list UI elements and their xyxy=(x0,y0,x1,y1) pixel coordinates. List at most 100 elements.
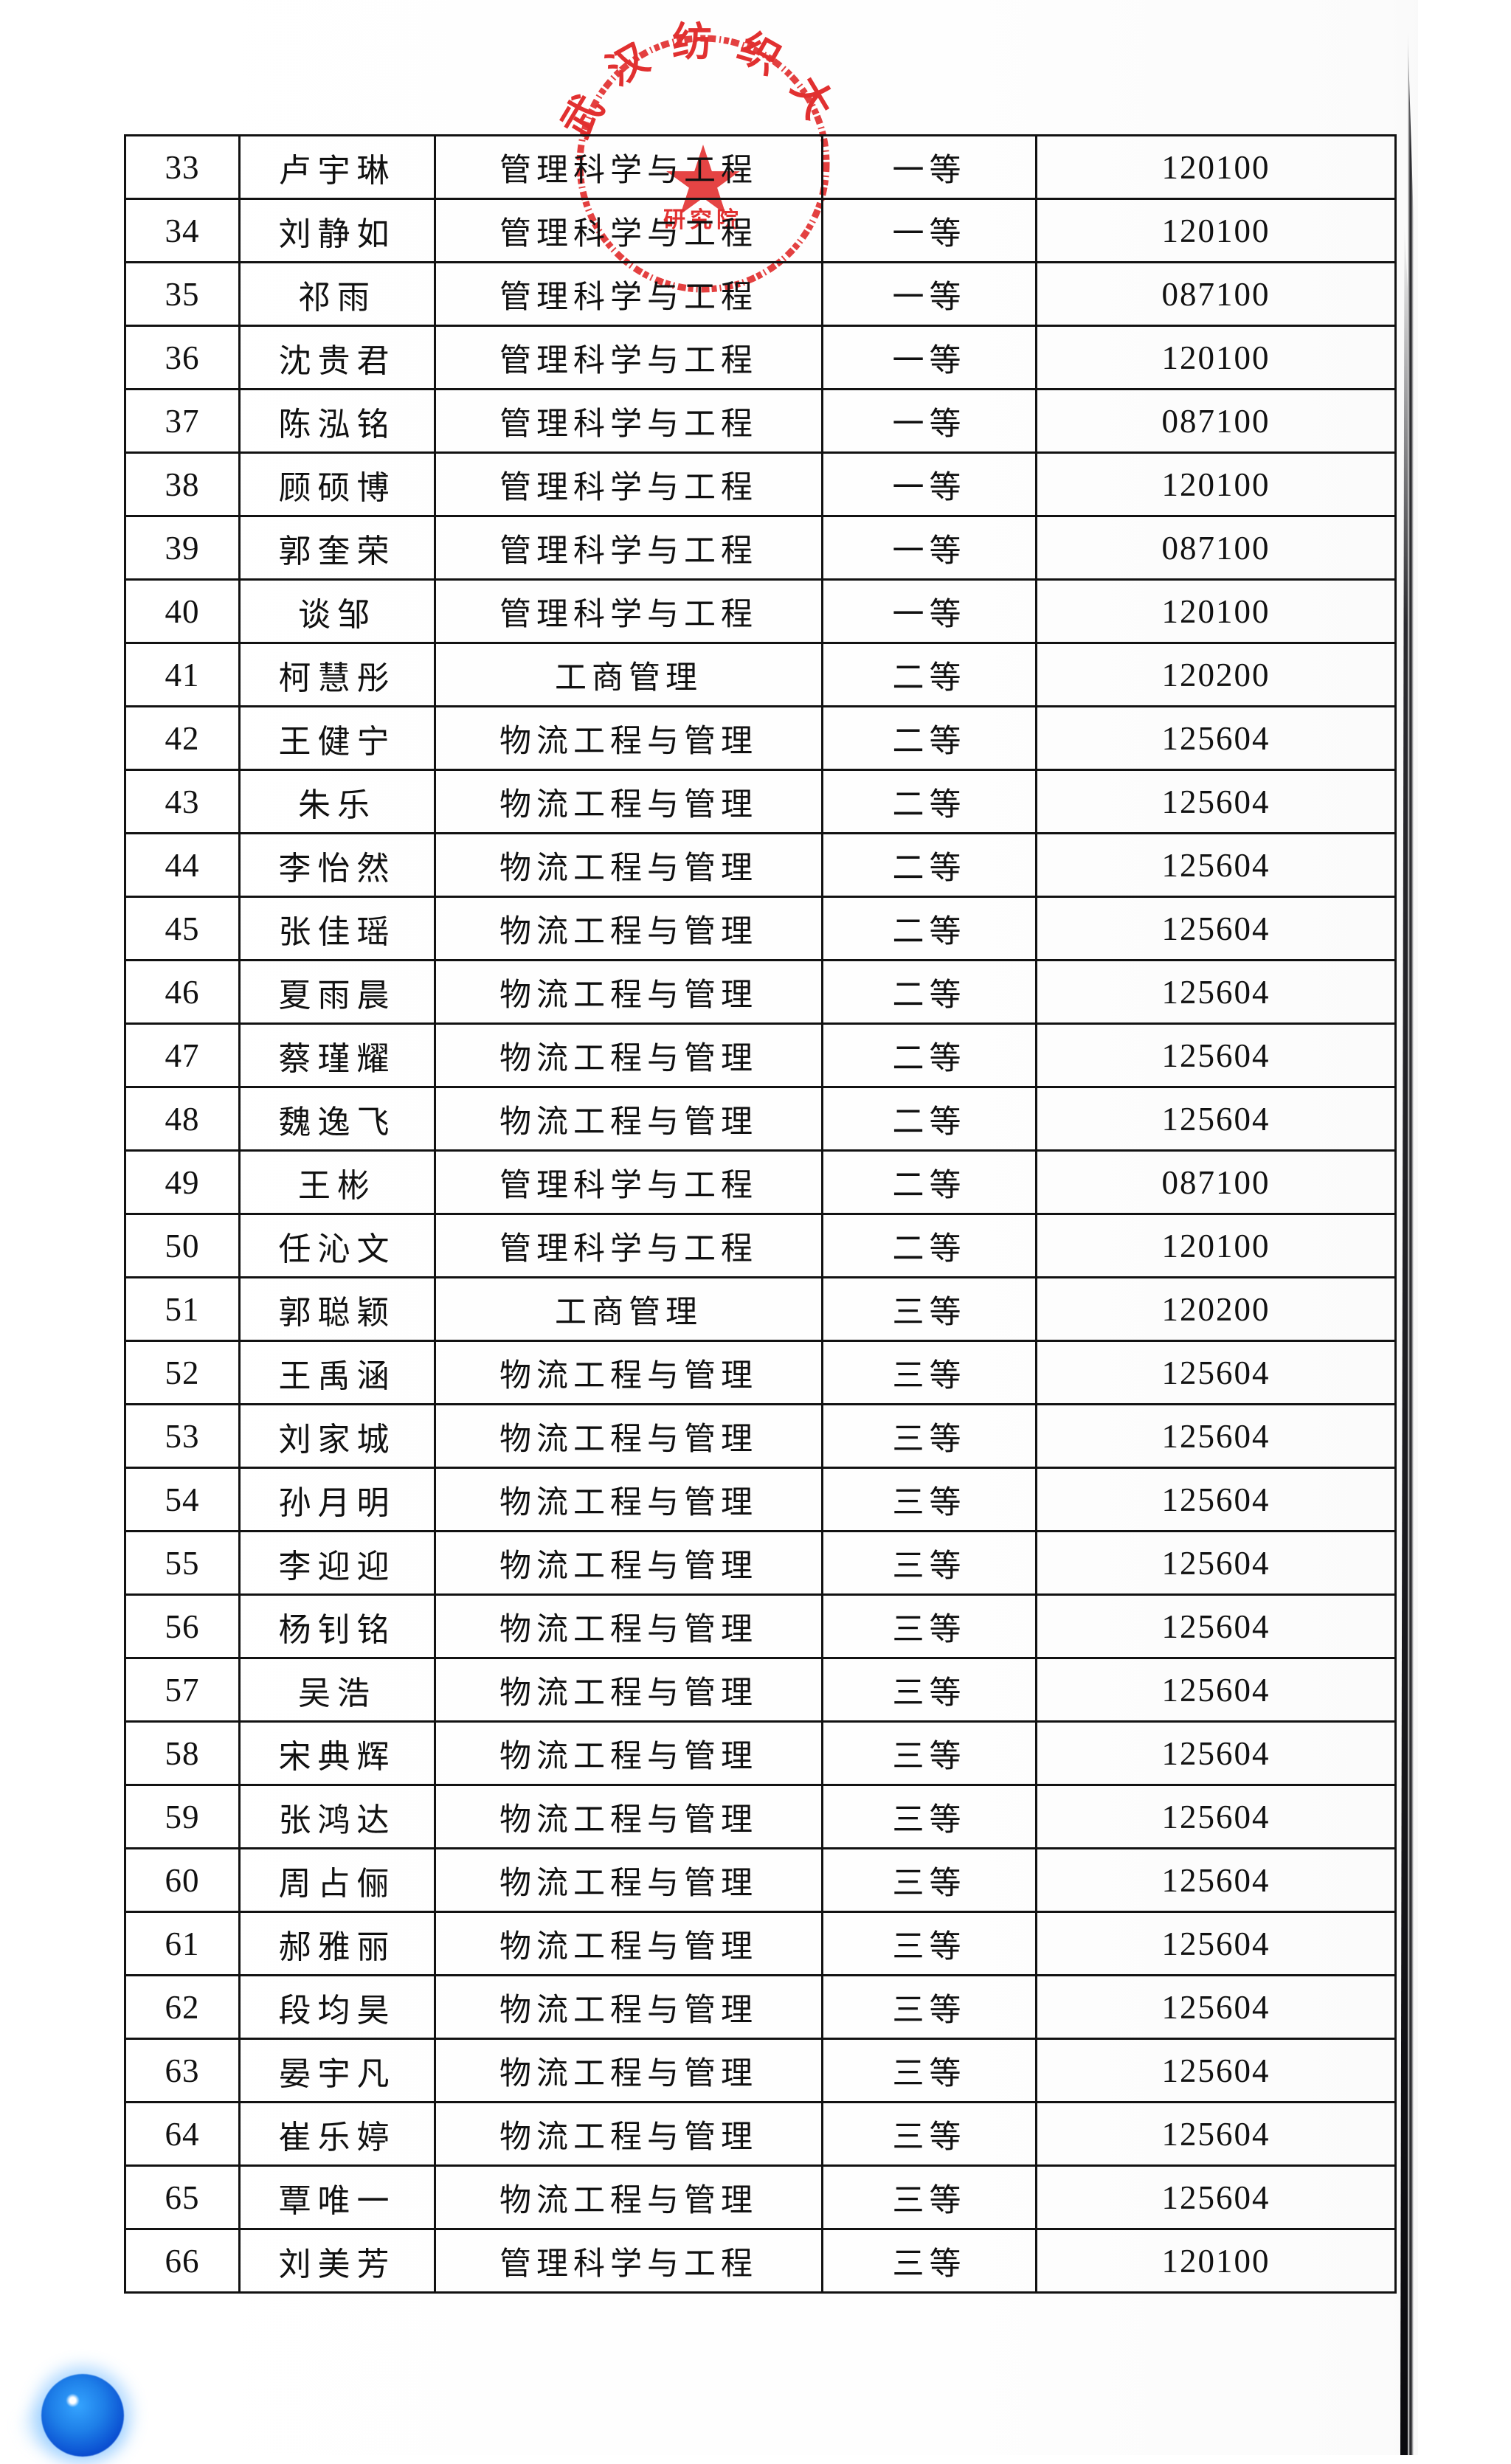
cell-name: 王彬 xyxy=(238,1149,436,1215)
cell-grade: 三等 xyxy=(821,1403,1037,1469)
cell-code: 125604 xyxy=(1035,832,1397,898)
cell-code: 125604 xyxy=(1035,2164,1397,2230)
cell-seq: 58 xyxy=(124,1720,241,1786)
cell-name: 李怡然 xyxy=(238,832,436,898)
cell-grade: 三等 xyxy=(821,2228,1037,2294)
cell-seq: 54 xyxy=(124,1467,241,1532)
roster-table: 33 卢宇琳 管理科学与工程 一等 120100 34 刘静如 管理科学与工程 一等 120100… xyxy=(124,134,1397,2294)
cell-major: 管理科学与工程 xyxy=(434,451,823,517)
cell-seq: 45 xyxy=(124,896,241,961)
cell-name: 孙月明 xyxy=(238,1467,436,1532)
cell-code: 125604 xyxy=(1035,2038,1397,2103)
cell-seq: 36 xyxy=(124,325,241,390)
cell-major: 物流工程与管理 xyxy=(434,1593,823,1659)
cell-major: 工商管理 xyxy=(434,1276,823,1342)
cell-seq: 37 xyxy=(124,388,241,454)
cell-major: 管理科学与工程 xyxy=(434,2228,823,2294)
cell-grade: 三等 xyxy=(821,2164,1037,2230)
cell-major: 物流工程与管理 xyxy=(434,2101,823,2167)
cell-seq: 44 xyxy=(124,832,241,898)
cell-seq: 63 xyxy=(124,2038,241,2103)
table-row: 46 夏雨晨 物流工程与管理 二等 125604 xyxy=(124,959,1397,1025)
table-row: 62 段均昊 物流工程与管理 三等 125604 xyxy=(124,1974,1397,2040)
table-row: 42 王健宁 物流工程与管理 二等 125604 xyxy=(124,705,1397,771)
cell-seq: 51 xyxy=(124,1276,241,1342)
table-row: 55 李迎迎 物流工程与管理 三等 125604 xyxy=(124,1530,1397,1596)
cell-name: 宋典辉 xyxy=(238,1720,436,1786)
table-row: 56 杨钊铭 物流工程与管理 三等 125604 xyxy=(124,1593,1397,1659)
roster-table-container: 33 卢宇琳 管理科学与工程 一等 120100 34 刘静如 管理科学与工程 一等 120100… xyxy=(124,134,1397,2294)
cell-major: 物流工程与管理 xyxy=(434,832,823,898)
cell-major: 物流工程与管理 xyxy=(434,1086,823,1152)
cell-code: 125604 xyxy=(1035,1657,1397,1723)
cell-major: 物流工程与管理 xyxy=(434,1403,823,1469)
cell-name: 周占俪 xyxy=(238,1847,436,1913)
cell-seq: 55 xyxy=(124,1530,241,1596)
cell-code: 125604 xyxy=(1035,1911,1397,1976)
cell-grade: 二等 xyxy=(821,1022,1037,1088)
cell-code: 087100 xyxy=(1035,1149,1397,1215)
cell-code: 120100 xyxy=(1035,2228,1397,2294)
cell-major: 物流工程与管理 xyxy=(434,959,823,1025)
cell-name: 蔡瑾耀 xyxy=(238,1022,436,1088)
table-row: 64 崔乐婷 物流工程与管理 三等 125604 xyxy=(124,2101,1397,2167)
table-row: 50 任沁文 管理科学与工程 二等 120100 xyxy=(124,1213,1397,1278)
cell-grade: 三等 xyxy=(821,2038,1037,2103)
cell-code: 120100 xyxy=(1035,1213,1397,1278)
cell-grade: 三等 xyxy=(821,1530,1037,1596)
cell-seq: 57 xyxy=(124,1657,241,1723)
cell-seq: 49 xyxy=(124,1149,241,1215)
cell-name: 魏逸飞 xyxy=(238,1086,436,1152)
table-row: 59 张鸿达 物流工程与管理 三等 125604 xyxy=(124,1784,1397,1849)
cell-name: 任沁文 xyxy=(238,1213,436,1278)
cell-code: 087100 xyxy=(1035,261,1397,327)
cell-code: 120200 xyxy=(1035,642,1397,707)
cell-name: 卢宇琳 xyxy=(238,134,436,200)
cell-major: 管理科学与工程 xyxy=(434,515,823,581)
seal-arc-text: 武汉纺织大 xyxy=(553,20,830,145)
cell-grade: 一等 xyxy=(821,198,1037,263)
cell-major: 物流工程与管理 xyxy=(434,1911,823,1976)
cell-major: 物流工程与管理 xyxy=(434,2038,823,2103)
table-row: 40 谈邹 管理科学与工程 一等 120100 xyxy=(124,578,1397,644)
cell-name: 覃唯一 xyxy=(238,2164,436,2230)
cell-code: 125604 xyxy=(1035,1022,1397,1088)
cell-code: 125604 xyxy=(1035,959,1397,1025)
cell-major: 物流工程与管理 xyxy=(434,1847,823,1913)
cell-grade: 一等 xyxy=(821,325,1037,390)
table-row: 36 沈贵君 管理科学与工程 一等 120100 xyxy=(124,325,1397,390)
cell-name: 顾硕博 xyxy=(238,451,436,517)
cell-grade: 二等 xyxy=(821,705,1037,771)
cell-major: 管理科学与工程 xyxy=(434,325,823,390)
cell-name: 谈邹 xyxy=(238,578,436,644)
table-row: 48 魏逸飞 物流工程与管理 二等 125604 xyxy=(124,1086,1397,1152)
cell-seq: 50 xyxy=(124,1213,241,1278)
table-row: 33 卢宇琳 管理科学与工程 一等 120100 xyxy=(124,134,1397,200)
cell-seq: 48 xyxy=(124,1086,241,1152)
cell-code: 120100 xyxy=(1035,198,1397,263)
table-row: 49 王彬 管理科学与工程 二等 087100 xyxy=(124,1149,1397,1215)
cell-grade: 三等 xyxy=(821,2101,1037,2167)
cell-grade: 三等 xyxy=(821,1657,1037,1723)
cell-name: 张佳瑶 xyxy=(238,896,436,961)
cell-name: 王禹涵 xyxy=(238,1340,436,1405)
cell-major: 管理科学与工程 xyxy=(434,198,823,263)
cell-major: 管理科学与工程 xyxy=(434,261,823,327)
cell-code: 125604 xyxy=(1035,896,1397,961)
cell-seq: 40 xyxy=(124,578,241,644)
cell-seq: 60 xyxy=(124,1847,241,1913)
cell-name: 刘静如 xyxy=(238,198,436,263)
cell-major: 物流工程与管理 xyxy=(434,1720,823,1786)
blue-bead xyxy=(41,2374,124,2457)
table-row: 51 郭聪颖 工商管理 三等 120200 xyxy=(124,1276,1397,1342)
cell-seq: 64 xyxy=(124,2101,241,2167)
cell-code: 125604 xyxy=(1035,2101,1397,2167)
table-row: 41 柯慧彤 工商管理 二等 120200 xyxy=(124,642,1397,707)
cell-code: 120200 xyxy=(1035,1276,1397,1342)
cell-major: 物流工程与管理 xyxy=(434,896,823,961)
cell-grade: 二等 xyxy=(821,769,1037,834)
cell-seq: 47 xyxy=(124,1022,241,1088)
cell-major: 物流工程与管理 xyxy=(434,1784,823,1849)
cell-code: 120100 xyxy=(1035,134,1397,200)
table-row: 44 李怡然 物流工程与管理 二等 125604 xyxy=(124,832,1397,898)
